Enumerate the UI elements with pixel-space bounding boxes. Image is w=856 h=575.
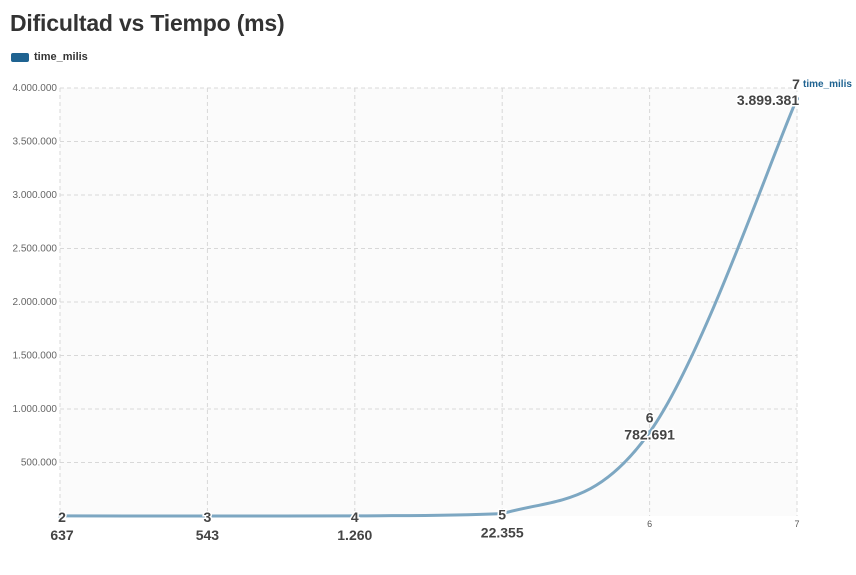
series-end-label: time_milis xyxy=(803,79,852,90)
data-label-category: 6 xyxy=(646,409,654,425)
y-tick-label: 1.500.000 xyxy=(13,351,58,362)
y-tick-label: 3.000.000 xyxy=(13,190,58,201)
data-label-category: 3 xyxy=(204,509,212,525)
legend-label: time_milis xyxy=(34,51,88,63)
data-label-value: 22.355 xyxy=(481,525,524,541)
data-label-value: 543 xyxy=(196,527,220,543)
legend-swatch xyxy=(11,52,29,62)
data-label-value: 3.899.381 xyxy=(737,92,799,108)
data-point xyxy=(500,511,505,516)
legend[interactable]: time_milis xyxy=(11,51,88,63)
data-point xyxy=(647,430,652,435)
y-tick-label: 2.000.000 xyxy=(13,297,58,308)
chart-title: Dificultad vs Tiempo (ms) xyxy=(10,10,285,36)
data-point xyxy=(205,513,210,518)
data-point xyxy=(352,513,357,518)
x-tick-label: 7 xyxy=(794,519,799,529)
data-label-value: 782.691 xyxy=(624,426,675,442)
data-label-category: 4 xyxy=(351,509,359,525)
plot-area: 4.000.000 3.500.000 3.000.000 2.500.000 2.00… xyxy=(13,74,853,544)
series-line-time-milis xyxy=(58,97,799,518)
data-label-category: 2 xyxy=(58,509,66,525)
y-tick-label: 1.000.000 xyxy=(13,404,58,415)
y-tick-label: 2.500.000 xyxy=(13,244,58,255)
x-tick-label: 6 xyxy=(647,519,652,529)
data-label-value: 1.260 xyxy=(337,527,372,543)
y-tick-label: 3.500.000 xyxy=(13,137,58,148)
y-tick-label: 500.000 xyxy=(21,458,58,469)
data-label-category: 7 xyxy=(792,76,800,92)
data-point xyxy=(58,513,62,518)
y-tick-label: 4.000.000 xyxy=(13,83,58,94)
data-point xyxy=(795,96,799,101)
data-label-category: 5 xyxy=(498,507,506,523)
data-label-value: 637 xyxy=(50,527,74,543)
